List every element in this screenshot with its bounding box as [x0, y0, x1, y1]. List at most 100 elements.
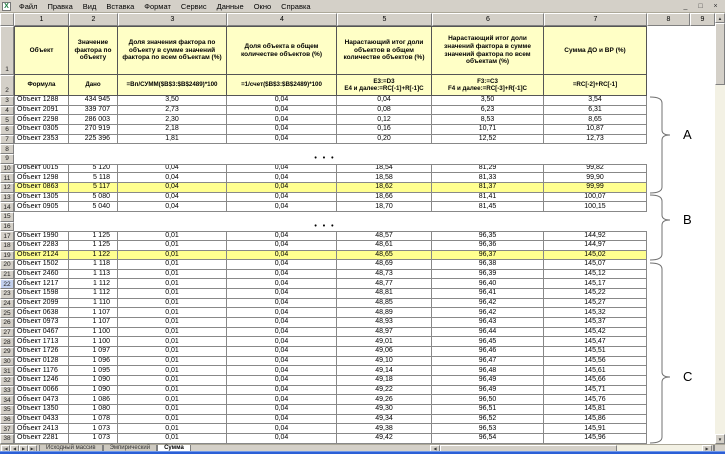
- cell[interactable]: 48,97: [337, 327, 432, 338]
- cell[interactable]: 0,04: [227, 202, 337, 212]
- row-header[interactable]: 11: [0, 173, 14, 183]
- cell[interactable]: 5 118: [69, 173, 118, 183]
- row-header[interactable]: 37: [0, 424, 14, 434]
- cell[interactable]: Объект 2298: [14, 115, 69, 125]
- cell[interactable]: Объект 2413: [14, 424, 69, 434]
- row-header[interactable]: 31: [0, 366, 14, 377]
- cell[interactable]: 0,01: [118, 395, 227, 405]
- excel-app-icon[interactable]: X: [2, 1, 11, 11]
- cell[interactable]: Объект 0638: [14, 308, 69, 319]
- row-header[interactable]: 18: [0, 240, 14, 251]
- cell[interactable]: 0,04: [337, 96, 432, 106]
- scroll-down-icon[interactable]: ▼: [715, 434, 725, 444]
- cell[interactable]: 81,29: [432, 163, 544, 174]
- cell[interactable]: Объект 0973: [14, 318, 69, 328]
- cell[interactable]: 145,86: [544, 414, 647, 425]
- cell[interactable]: 1 110: [69, 298, 118, 309]
- cell[interactable]: 1 113: [69, 269, 118, 280]
- row-header[interactable]: 21: [0, 269, 14, 280]
- cell[interactable]: 144,92: [544, 231, 647, 241]
- cell[interactable]: 1 100: [69, 327, 118, 338]
- cell[interactable]: 0,01: [118, 260, 227, 270]
- cell[interactable]: 81,37: [432, 182, 544, 193]
- cell[interactable]: 0,04: [227, 424, 337, 434]
- column-header-1[interactable]: 1: [14, 13, 69, 26]
- cell[interactable]: 1 097: [69, 347, 118, 357]
- cell[interactable]: Доля объекта в общем количестве объектов…: [227, 26, 337, 75]
- menu-edit[interactable]: Правка: [47, 1, 73, 11]
- cell[interactable]: 96,52: [432, 414, 544, 425]
- cell[interactable]: 0,01: [118, 424, 227, 434]
- cell[interactable]: 0,04: [118, 173, 227, 183]
- cell[interactable]: 18,54: [337, 163, 432, 174]
- select-all-corner[interactable]: [0, 13, 14, 26]
- row-header[interactable]: 22: [0, 279, 14, 290]
- column-header-8[interactable]: 8: [647, 13, 690, 26]
- cell[interactable]: 18,62: [337, 182, 432, 193]
- cell[interactable]: 145,47: [544, 337, 647, 348]
- menu-file[interactable]: Файл: [19, 1, 38, 11]
- row-header[interactable]: 32: [0, 376, 14, 386]
- cell[interactable]: 96,40: [432, 279, 544, 290]
- cell[interactable]: Объект 1990: [14, 231, 69, 241]
- cell[interactable]: 2,73: [118, 105, 227, 116]
- cell[interactable]: 49,30: [337, 405, 432, 415]
- row-header[interactable]: 33: [0, 385, 14, 396]
- cell[interactable]: 0,01: [118, 376, 227, 386]
- row-header[interactable]: 38: [0, 433, 14, 444]
- cell[interactable]: 12,73: [544, 134, 647, 145]
- column-header-3[interactable]: 3: [118, 13, 227, 26]
- cell[interactable]: 49,34: [337, 414, 432, 425]
- cell[interactable]: 10,87: [544, 124, 647, 135]
- cell[interactable]: 0,16: [337, 124, 432, 135]
- row-header[interactable]: 6: [0, 124, 14, 135]
- cell[interactable]: 3,50: [118, 96, 227, 106]
- cell[interactable]: 145,96: [544, 433, 647, 444]
- cell[interactable]: 0,04: [227, 298, 337, 309]
- cell[interactable]: 0,01: [118, 414, 227, 425]
- cell[interactable]: 1 095: [69, 366, 118, 377]
- restore-window-icon[interactable]: □: [694, 1, 707, 11]
- row-header[interactable]: 2: [0, 75, 14, 96]
- column-header-7[interactable]: 7: [544, 13, 647, 26]
- cell[interactable]: 96,42: [432, 298, 544, 309]
- column-header-6[interactable]: 6: [432, 13, 544, 26]
- cell[interactable]: Объект 0473: [14, 395, 69, 405]
- cell[interactable]: 1 073: [69, 424, 118, 434]
- cell[interactable]: 5 117: [69, 182, 118, 193]
- cell[interactable]: Объект 2460: [14, 269, 69, 280]
- cell[interactable]: 96,42: [432, 308, 544, 319]
- cell[interactable]: Объект 0015: [14, 163, 69, 174]
- cell[interactable]: 18,70: [337, 202, 432, 212]
- cell[interactable]: 0,04: [227, 231, 337, 241]
- row-header[interactable]: 1: [0, 26, 14, 75]
- row-header[interactable]: 24: [0, 298, 14, 309]
- cell[interactable]: 145,42: [544, 327, 647, 338]
- cell[interactable]: 145,02: [544, 250, 647, 261]
- cell[interactable]: 48,61: [337, 240, 432, 251]
- cell[interactable]: 2,18: [118, 124, 227, 135]
- cell[interactable]: 49,26: [337, 395, 432, 405]
- cell[interactable]: 0,08: [337, 105, 432, 116]
- cell[interactable]: 1 125: [69, 240, 118, 251]
- cell[interactable]: 286 003: [69, 115, 118, 125]
- cell[interactable]: 270 919: [69, 124, 118, 135]
- column-header-5[interactable]: 5: [337, 13, 432, 26]
- row-header[interactable]: 8: [0, 144, 14, 154]
- cell[interactable]: 0,01: [118, 347, 227, 357]
- cell[interactable]: 49,10: [337, 356, 432, 367]
- cell[interactable]: 0,01: [118, 337, 227, 348]
- cell[interactable]: 1 073: [69, 433, 118, 444]
- cell[interactable]: 6,23: [432, 105, 544, 116]
- cell[interactable]: 5 120: [69, 163, 118, 174]
- cell[interactable]: 96,54: [432, 433, 544, 444]
- cell[interactable]: 0,01: [118, 279, 227, 290]
- cell[interactable]: 1 078: [69, 414, 118, 425]
- cell[interactable]: Объект 2091: [14, 105, 69, 116]
- column-header-2[interactable]: 2: [69, 13, 118, 26]
- cell[interactable]: 0,04: [227, 115, 337, 125]
- cell[interactable]: 0,04: [227, 105, 337, 116]
- cell[interactable]: 8,65: [544, 115, 647, 125]
- cell[interactable]: 0,01: [118, 289, 227, 299]
- cell[interactable]: 145,07: [544, 260, 647, 270]
